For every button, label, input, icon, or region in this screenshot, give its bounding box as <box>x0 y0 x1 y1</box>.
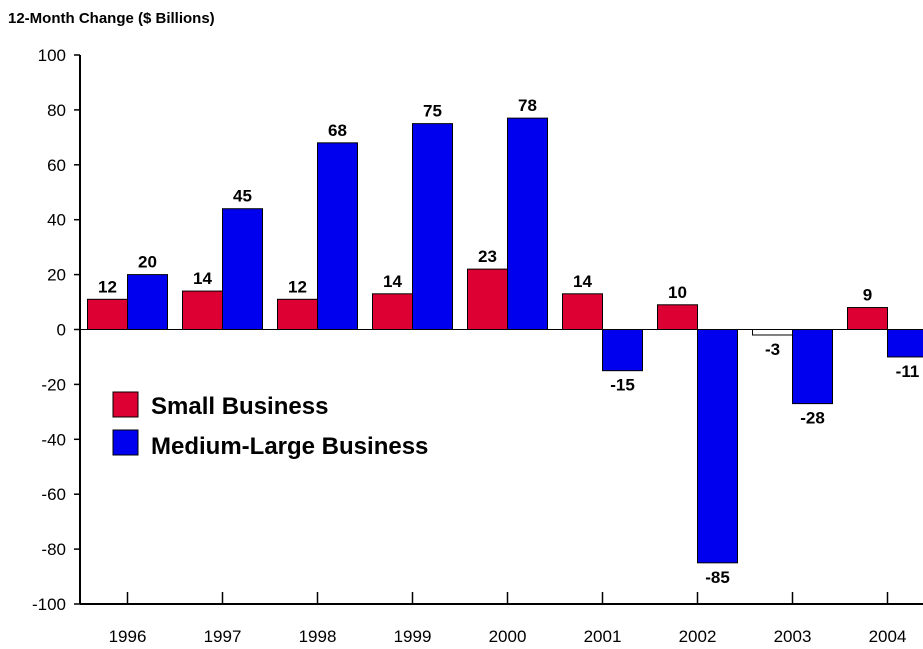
bars <box>88 118 923 563</box>
bar-medium-large-business-2002 <box>698 330 738 563</box>
bar-small-business-1998 <box>278 299 318 329</box>
bar-small-business-2003 <box>753 330 793 335</box>
bar-small-business-2002 <box>658 305 698 330</box>
bar-medium-large-business-1997 <box>223 209 263 330</box>
bar-medium-large-business-2001 <box>603 330 643 371</box>
x-tick-label: 1998 <box>299 627 337 646</box>
data-label-small-business-2003: -3 <box>765 340 780 359</box>
y-tick-label: -60 <box>41 485 66 504</box>
x-tick-label: 2001 <box>584 627 622 646</box>
data-label-medium-large-business-2002: -85 <box>705 568 730 587</box>
y-tick-label: -40 <box>41 430 66 449</box>
x-tick-label: 1997 <box>204 627 242 646</box>
legend-swatch-medium-large-business <box>113 430 138 455</box>
bar-medium-large-business-1998 <box>318 143 358 330</box>
data-label-small-business-2001: 14 <box>573 272 592 291</box>
x-tick-label: 1999 <box>394 627 432 646</box>
data-label-medium-large-business-1998: 68 <box>328 121 347 140</box>
y-tick-label: 60 <box>47 156 66 175</box>
bar-small-business-2001 <box>563 294 603 330</box>
bar-small-business-2000 <box>468 269 508 329</box>
data-label-medium-large-business-2004: -11 <box>896 362 920 381</box>
data-label-medium-large-business-1996: 20 <box>138 253 157 272</box>
bar-medium-large-business-1999 <box>413 124 453 330</box>
y-tick-label: 80 <box>47 101 66 120</box>
y-axis: 100 80 60 40 20 0 -20 -40 -60 -80 -100 <box>32 46 80 614</box>
y-tick-label: -100 <box>32 595 66 614</box>
legend-label-medium-large-business: Medium-Large Business <box>151 433 428 460</box>
y-tick-label: 0 <box>57 321 66 340</box>
legend-label-small-business: Small Business <box>151 393 328 420</box>
y-tick-label: -20 <box>41 375 66 394</box>
legend: Small Business Medium-Large Business <box>113 392 428 460</box>
bar-small-business-1999 <box>373 294 413 330</box>
chart-title: 12-Month Change ($ Billions) <box>8 10 215 27</box>
y-tick-label: 20 <box>47 266 66 285</box>
x-tick-label: 2003 <box>774 627 812 646</box>
y-tick-label: -80 <box>41 540 66 559</box>
x-tick-label: 2000 <box>489 627 527 646</box>
x-tick-label: 2002 <box>679 627 717 646</box>
bar-small-business-1997 <box>183 291 223 329</box>
bar-medium-large-business-1996 <box>128 275 168 330</box>
bar-small-business-2004 <box>848 308 888 330</box>
bar-medium-large-business-2004 <box>888 330 923 357</box>
data-label-medium-large-business-2000: 78 <box>518 96 537 115</box>
data-label-small-business-2004: 9 <box>863 286 872 305</box>
data-label-small-business-2002: 10 <box>668 283 687 302</box>
data-label-small-business-1997: 14 <box>193 269 212 288</box>
data-label-medium-large-business-1999: 75 <box>423 102 442 121</box>
data-label-medium-large-business-2003: -28 <box>800 409 825 428</box>
legend-swatch-small-business <box>113 392 138 417</box>
x-tick-label: 2004 <box>869 627 907 646</box>
data-label-medium-large-business-2001: -15 <box>610 376 635 395</box>
data-label-small-business-2000: 23 <box>478 247 497 266</box>
bar-small-business-1996 <box>88 299 128 329</box>
data-label-small-business-1999: 14 <box>383 272 402 291</box>
data-label-small-business-1996: 12 <box>98 277 117 296</box>
x-tick-label: 1996 <box>109 627 147 646</box>
bar-medium-large-business-2000 <box>508 118 548 329</box>
bar-medium-large-business-2003 <box>793 330 833 404</box>
y-tick-label: 100 <box>38 46 66 65</box>
y-tick-label: 40 <box>47 211 66 230</box>
data-label-small-business-1998: 12 <box>288 277 307 296</box>
data-label-medium-large-business-1997: 45 <box>233 187 252 206</box>
